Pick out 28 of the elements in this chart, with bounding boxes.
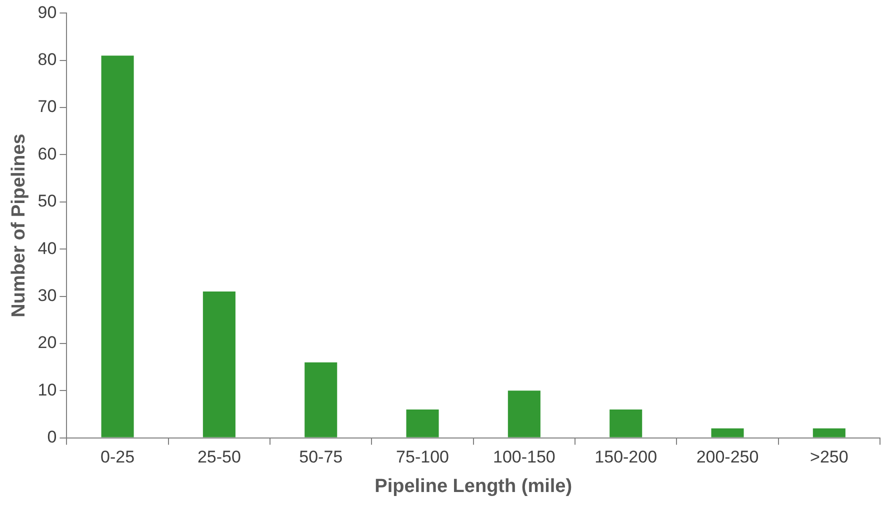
bar xyxy=(202,292,236,438)
x-tick-label: 0-25 xyxy=(100,448,135,467)
bar xyxy=(406,409,439,438)
x-tick-label: >250 xyxy=(810,448,848,467)
y-tick-label: 30 xyxy=(38,286,57,305)
y-tick-label: 90 xyxy=(38,2,57,22)
bar xyxy=(812,428,846,438)
bar xyxy=(711,428,744,438)
x-tick-label: 50-75 xyxy=(299,448,343,467)
x-tick-label: 100-150 xyxy=(492,448,556,467)
y-tick-label: 70 xyxy=(38,97,57,116)
x-tick-label: 25-50 xyxy=(197,448,241,467)
y-axis-title: Number of Pipelines xyxy=(8,134,30,318)
y-tick-label: 0 xyxy=(47,427,57,446)
x-tick-label: 200-250 xyxy=(696,448,759,467)
bar xyxy=(508,390,540,438)
x-axis-title: Pipeline Length (mile) xyxy=(374,476,572,497)
x-tick-label: 150-200 xyxy=(594,448,658,467)
y-tick-label: 50 xyxy=(38,192,57,211)
y-tick-label: 80 xyxy=(38,50,57,70)
y-tick-label: 10 xyxy=(38,380,57,400)
bar xyxy=(101,56,134,438)
y-tick-label: 20 xyxy=(38,333,57,352)
x-tick-label: 75-100 xyxy=(396,448,449,467)
bar xyxy=(610,409,642,438)
y-tick-label: 60 xyxy=(38,144,57,164)
y-tick-label: 40 xyxy=(38,238,57,258)
bar xyxy=(304,362,338,438)
